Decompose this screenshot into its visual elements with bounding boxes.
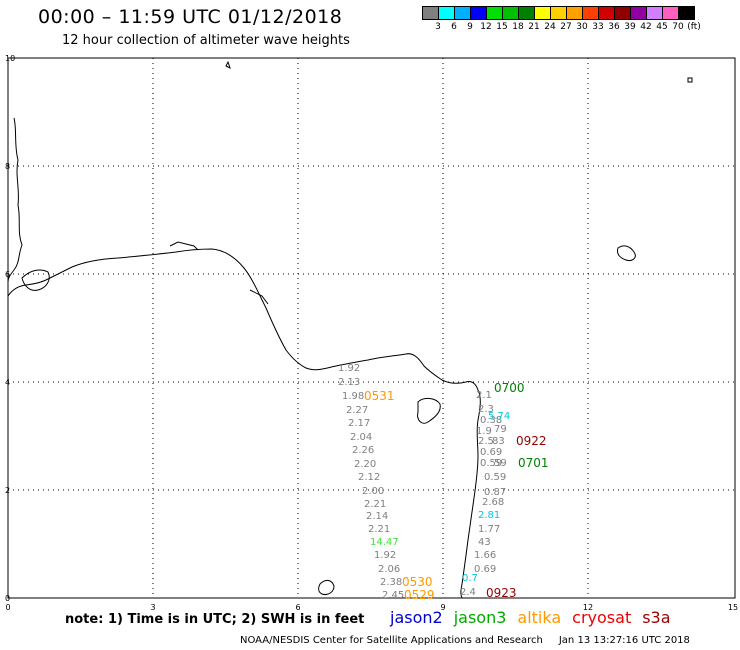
wave-height-label: 5.74: [488, 411, 510, 422]
x-tick-label: 3: [150, 603, 155, 612]
wave-height-label: 83: [492, 436, 505, 447]
y-tick-label: 0: [5, 594, 10, 603]
wave-height-label: 2.12: [358, 472, 380, 483]
color-scale-labels: 3 6 9 12 15 18 21 24 27 30 33 36 39 42 45 70 (ft): [422, 22, 740, 34]
satellite-legend-item: cryosat: [572, 608, 632, 627]
y-tick-label: 8: [5, 162, 10, 171]
pass-time-label: 0530: [402, 575, 433, 589]
x-tick-label: 0: [5, 603, 10, 612]
wave-height-label: 2.27: [346, 405, 368, 416]
wave-height-label: 0.69: [480, 447, 502, 458]
wave-height-label: 0.69: [474, 564, 496, 575]
pass-time-label: 0922: [516, 434, 547, 448]
color-scale-label: 9: [467, 22, 473, 32]
credit-line: NOAA/NESDIS Center for Satellite Applica…: [240, 635, 690, 646]
x-tick-label: 15: [728, 603, 738, 612]
wave-height-label: 2.17: [348, 418, 370, 429]
wave-height-label: 2.20: [354, 459, 376, 470]
satellite-legend: jason2 jason3 altika cryosat s3a: [390, 608, 682, 627]
wave-height-label: 1.9: [476, 426, 492, 437]
wave-height-label: 14.47: [370, 537, 399, 548]
satellite-legend-item: altika: [517, 608, 562, 627]
color-scale-label: 27: [560, 22, 572, 32]
pass-time-label: 0531: [364, 389, 395, 403]
color-scale-label: 36: [608, 22, 620, 32]
x-tick-label: 9: [440, 603, 445, 612]
wave-height-label: 1.66: [474, 550, 496, 561]
y-tick-label: 10: [5, 54, 15, 63]
wave-height-label: 2.81: [478, 510, 500, 521]
x-tick-label: 6: [295, 603, 300, 612]
map-annotations: 1.92 2.13 1.98 2.27 2.17 2.04 2.26 2.20 2.12 2.00…: [338, 363, 549, 602]
pass-time-label: 0700: [494, 381, 525, 395]
color-scale-bar: [422, 6, 695, 20]
wave-height-label: 2.1: [476, 390, 492, 401]
color-scale-label: 42: [640, 22, 652, 32]
page-title: 00:00 – 11:59 UTC 01/12/2018: [38, 6, 343, 28]
satellite-legend-item: s3a: [642, 608, 671, 627]
color-scale-label: 45: [656, 22, 668, 32]
color-scale-label: 24: [544, 22, 556, 32]
wave-height-label: 1.77: [478, 524, 500, 535]
footnote: note: 1) Time is in UTC; 2) SWH is in fe…: [65, 612, 365, 627]
color-scale-label: 18: [512, 22, 524, 32]
wave-height-label: 0.59: [484, 472, 506, 483]
color-scale-label: 3: [435, 22, 441, 32]
map-frame: [7, 57, 736, 599]
map-gridlines: [8, 58, 735, 598]
wave-height-label: 2.06: [378, 564, 400, 575]
color-scale-label: 33: [592, 22, 604, 32]
color-scale-label: 6: [451, 22, 457, 32]
coastline: [7, 60, 693, 599]
wave-height-label: 0.7: [462, 573, 478, 584]
pass-time-label: 0701: [518, 456, 549, 470]
pass-time-label: 0529: [404, 588, 435, 602]
color-scale-label: 21: [528, 22, 540, 32]
wave-height-label: 2.04: [350, 432, 372, 443]
wave-height-label: 1.98: [342, 391, 364, 402]
wave-height-label: 59: [494, 458, 507, 469]
x-tick-label: 12: [583, 603, 593, 612]
credit-text: NOAA/NESDIS Center for Satellite Applica…: [240, 635, 543, 646]
wave-height-label: 2.26: [352, 445, 374, 456]
wave-height-label: 1.92: [338, 363, 360, 374]
satellite-legend-item: jason2: [390, 608, 443, 627]
wave-height-label: 2.21: [364, 499, 386, 510]
y-tick-label: 6: [5, 270, 10, 279]
color-scale-label: 39: [624, 22, 636, 32]
wave-height-label: 0.87: [484, 487, 506, 498]
generated-timestamp: Jan 13 13:27:16 UTC 2018: [558, 635, 690, 646]
satellite-legend-item: jason3: [453, 608, 507, 627]
y-tick-label: 2: [5, 486, 10, 495]
wave-height-label: 2.45: [382, 590, 404, 601]
wave-height-label: 0.38: [480, 415, 502, 426]
color-scale-label: 12: [480, 22, 492, 32]
color-scale-label: 70: [672, 22, 684, 32]
wave-height-label: 2.38: [380, 577, 402, 588]
wave-height-label: 2.21: [368, 524, 390, 535]
wave-height-label: 1.92: [374, 550, 396, 561]
color-scale-label: 30: [576, 22, 588, 32]
wave-height-label: 2.68: [482, 497, 504, 508]
wave-height-label: 79: [494, 424, 507, 435]
wave-height-label: 2.13: [338, 377, 360, 388]
color-scale-swatch: [678, 6, 695, 20]
wave-height-label: 2.3: [478, 404, 494, 415]
color-scale-unit: (ft): [687, 22, 701, 32]
wave-height-label: 2.4: [460, 587, 476, 598]
y-tick-label: 4: [5, 378, 10, 387]
wave-height-label: 0.59: [480, 458, 502, 469]
pass-time-label: 0923: [486, 586, 517, 600]
axis-tick-labels: 0 3 6 9 12 15 0 2 4 6 8 10: [5, 54, 738, 612]
wave-height-label: 2.14: [366, 511, 388, 522]
wave-height-label: 2.00: [362, 486, 384, 497]
page-subtitle: 12 hour collection of altimeter wave hei…: [62, 33, 350, 48]
color-scale-label: 15: [496, 22, 508, 32]
wave-height-label: 43: [478, 537, 491, 548]
wave-height-label: 2.5: [478, 436, 494, 447]
